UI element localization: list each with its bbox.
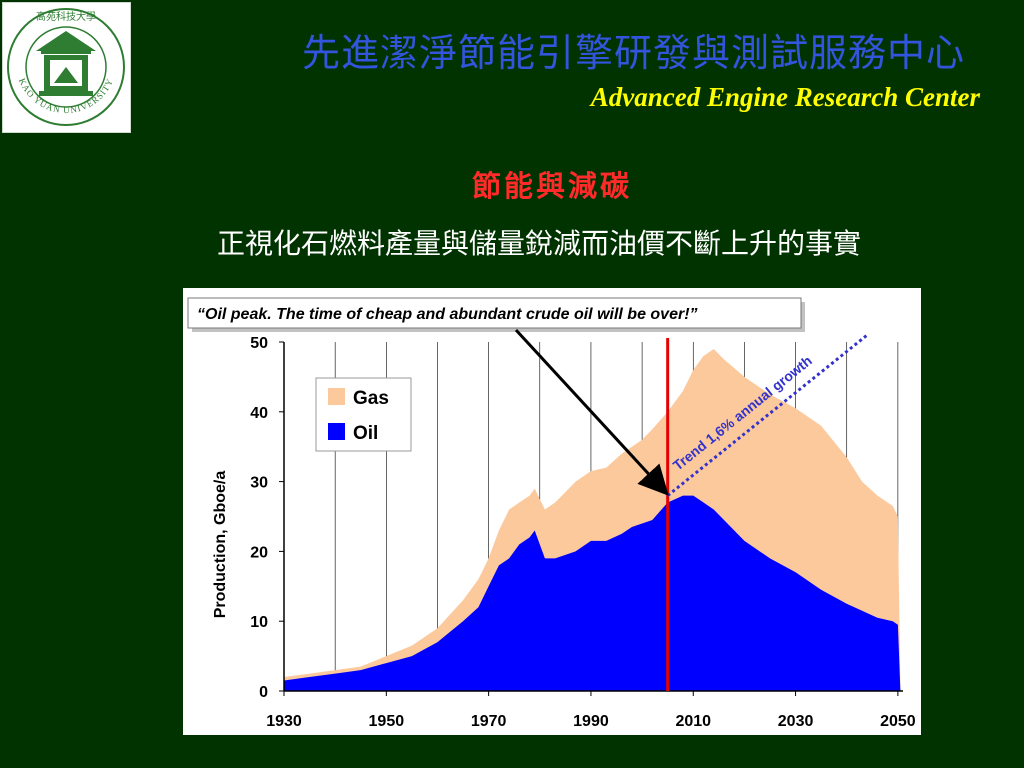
chart-panel: 0 10 20 30 40 50 1930 1950 1970 1990 2010 2030 2050 P… xyxy=(183,288,921,735)
slide-heading: 節能與減碳 xyxy=(471,169,632,203)
legend-label-gas: Gas xyxy=(353,388,389,409)
slide-subheading: 正視化石燃料產量與儲量銳減而油價不斷上升的事實 xyxy=(216,227,861,260)
y-tick-label: 10 xyxy=(250,614,268,631)
logo-seal-text: 高苑科技大學 xyxy=(36,10,96,23)
x-tick-label: 1930 xyxy=(266,713,302,730)
x-tick-label: 2010 xyxy=(675,713,711,730)
page-title: 先進潔淨節能引擎研發與測試服務中心 xyxy=(301,31,965,75)
x-tick-label: 1950 xyxy=(369,713,405,730)
series-oil-area xyxy=(284,495,901,691)
legend-label-oil: Oil xyxy=(353,423,378,444)
legend-swatch-oil xyxy=(328,423,345,440)
y-tick-label: 0 xyxy=(259,684,268,701)
y-tick-label: 40 xyxy=(250,405,268,422)
y-tick-label: 20 xyxy=(250,544,268,561)
x-tick-label: 2030 xyxy=(778,713,814,730)
legend-swatch-gas xyxy=(328,388,345,405)
callout-box xyxy=(187,297,802,329)
callout-arrow xyxy=(514,328,669,496)
trend-line xyxy=(666,333,869,497)
x-tick-label: 1970 xyxy=(471,713,507,730)
y-tick-label: 50 xyxy=(250,335,268,352)
y-axis-label: Production, Gboe/a xyxy=(212,471,229,619)
y-tick-label: 30 xyxy=(250,475,268,492)
callout-text: “Oil peak. The time of cheap and abundan… xyxy=(197,306,698,323)
university-logo: 高苑科技大學 KAO YUAN UNIVERSITY xyxy=(2,2,131,133)
x-tick-label: 2050 xyxy=(880,713,916,730)
x-tick-label: 1990 xyxy=(573,713,609,730)
page-subtitle-en: Advanced Engine Research Center xyxy=(590,82,980,112)
